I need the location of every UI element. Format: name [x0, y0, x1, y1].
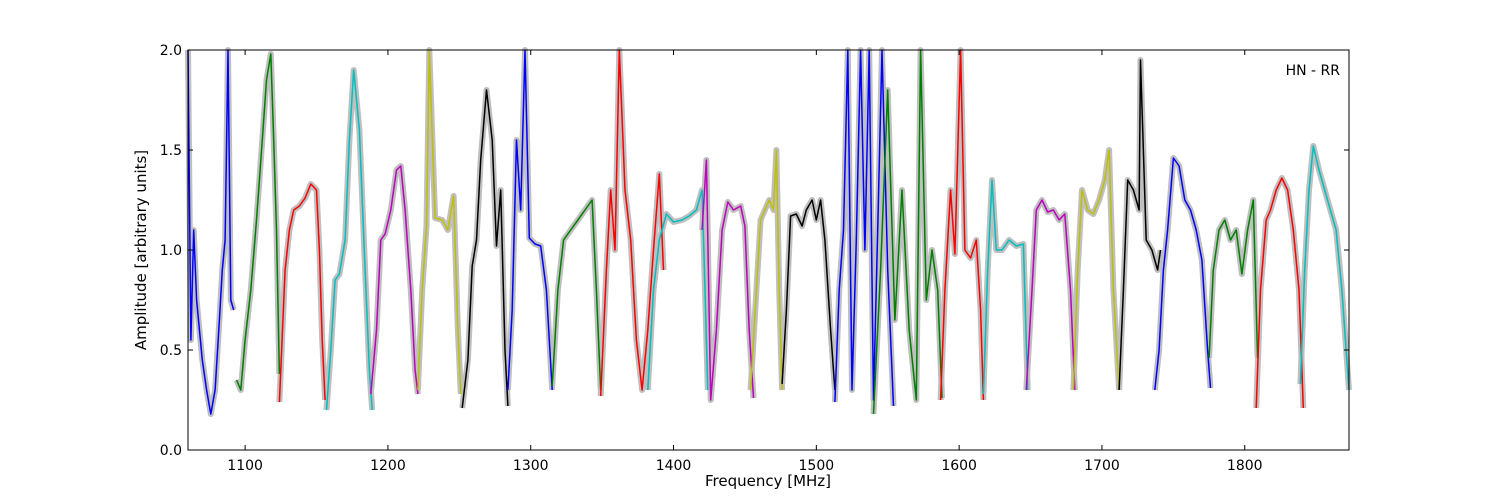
- series-line-15: [872, 49, 943, 415]
- x-tick-label: 1300: [513, 458, 549, 474]
- series-line-17: [982, 179, 1029, 395]
- series-line-8: [551, 199, 602, 391]
- series-line-4: [370, 165, 419, 395]
- series-line-14: [834, 49, 895, 407]
- series-line-22: [1208, 199, 1259, 359]
- y-tick-label: 2.0: [160, 43, 182, 59]
- series-line-18: [1025, 199, 1076, 391]
- series-line-7: [507, 49, 553, 391]
- series-line-12: [749, 149, 783, 391]
- x-axis: 1100 1200 1300 1400 1500 1600 1700 1800: [227, 50, 1263, 474]
- y-axis-label: Amplitude [arbitrary units]: [132, 150, 150, 350]
- series-line-16: [939, 49, 985, 401]
- series-line-20: [1118, 59, 1162, 391]
- x-tick-label: 1100: [227, 458, 263, 474]
- x-tick-label: 1200: [370, 458, 406, 474]
- series-line-19: [1072, 149, 1120, 391]
- x-axis-label: Frequency [MHz]: [705, 472, 831, 490]
- y-tick-label: 0.0: [160, 443, 182, 459]
- series-line-3: [325, 69, 373, 411]
- series-line-24: [1299, 145, 1350, 391]
- annotation-label: HN - RR: [1286, 63, 1341, 79]
- y-axis: 0.0 0.5 1.0 1.5 2.0: [160, 43, 1349, 459]
- series-line-13: [781, 199, 836, 391]
- series-line-1: [235, 53, 281, 391]
- series-line-9: [599, 49, 665, 397]
- series-line-11: [701, 159, 755, 401]
- y-tick-label: 0.5: [160, 343, 182, 359]
- series-line-5: [417, 49, 462, 395]
- y-tick-label: 1.0: [160, 243, 182, 259]
- y-tick-label: 1.5: [160, 143, 182, 159]
- series-group: [187, 49, 1350, 415]
- series-line-6: [461, 89, 509, 409]
- series-line-2: [278, 183, 326, 403]
- x-tick-label: 1400: [656, 458, 692, 474]
- series-line-23: [1255, 177, 1305, 409]
- x-tick-label: 1800: [1227, 458, 1263, 474]
- x-tick-label: 1700: [1084, 458, 1120, 474]
- series-line-0: [187, 49, 235, 415]
- x-tick-label: 1600: [941, 458, 977, 474]
- series-line-21: [1154, 157, 1212, 391]
- x-tick-label: 1500: [799, 458, 835, 474]
